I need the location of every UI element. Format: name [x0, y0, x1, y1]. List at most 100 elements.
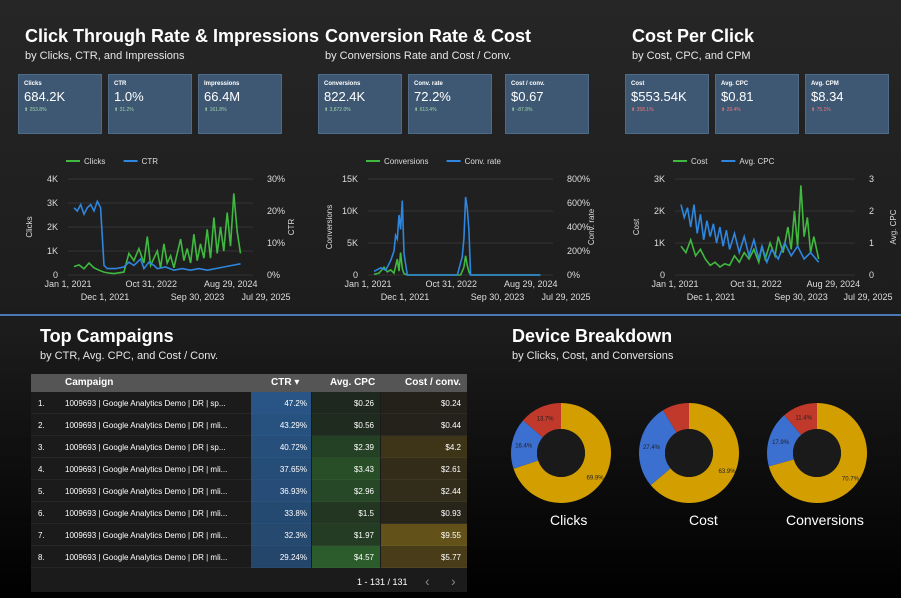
row-number: 1.	[38, 399, 45, 408]
x-tick-label: Jul 29, 2025	[241, 292, 290, 302]
clicks-donut-label: Clicks	[550, 512, 588, 528]
donut-slice-blue	[511, 420, 543, 469]
row-number: 2.	[38, 421, 45, 430]
ctr-value: 29.24%	[279, 553, 307, 562]
ctr-value: 33.8%	[284, 509, 307, 518]
cell-heat-background	[312, 414, 380, 436]
table-row[interactable]: 4. 1009693 | Google Analytics Demo | DR |…	[31, 458, 467, 480]
kpi-delta: ⬆ 31.2%	[114, 107, 134, 113]
left-tick-label: 1K	[47, 246, 58, 256]
x-tick-label: Jan 1, 2021	[651, 279, 698, 289]
x-tick-label: Jan 1, 2021	[44, 279, 91, 289]
donut-hole	[665, 429, 713, 477]
right-tick-label: 0%	[567, 270, 580, 280]
kpi-card[interactable]: Cost / conv. $0.67 ⬆ -87.8%	[505, 74, 589, 134]
table-row[interactable]: 1. 1009693 | Google Analytics Demo | DR |…	[31, 392, 467, 414]
table-row[interactable]: 2. 1009693 | Google Analytics Demo | DR |…	[31, 414, 467, 436]
kpi-card[interactable]: CTR 1.0% ⬆ 31.2%	[108, 74, 192, 134]
table-row[interactable]: 6. 1009693 | Google Analytics Demo | DR |…	[31, 502, 467, 524]
kpi-label: Avg. CPC	[721, 81, 749, 87]
pager-text: 1 - 131 / 131	[357, 577, 408, 587]
cell-heat-background	[312, 392, 380, 414]
x-tick-label: Dec 1, 2021	[381, 292, 430, 302]
donut-slice-red	[784, 403, 817, 435]
left-tick-label: 3K	[47, 198, 58, 208]
left-tick-label: 10K	[342, 206, 358, 216]
kpi-card[interactable]: Conv. rate 72.2% ⬆ 613.4%	[408, 74, 492, 134]
donut-hole	[793, 429, 841, 477]
right-tick-label: 0	[869, 270, 874, 280]
right-tick-label: 0%	[267, 270, 280, 280]
cpc-value: $2.39	[353, 443, 374, 452]
cpc-column-header[interactable]: Avg. CPC	[330, 377, 376, 388]
row-number: 7.	[38, 531, 45, 540]
cost-value: $2.61	[440, 465, 461, 474]
kpi-card[interactable]: Avg. CPM $8.34 ⬆ 75.1%	[805, 74, 889, 134]
cost-value: $9.55	[440, 531, 461, 540]
kpi-card[interactable]: Avg. CPC $0.81 ⬆ 29.4%	[715, 74, 799, 134]
cpc-line-chart[interactable]: Cost Avg. CPC 0 1K 2K 3K 0 1 2 3 Cost Avg. CPC Jan 1…	[625, 152, 900, 307]
kpi-value: 684.2K	[24, 89, 66, 104]
ctr-section-subtitle: by Clicks, CTR, and Impressions	[25, 50, 185, 62]
cell-heat-background	[381, 414, 467, 436]
device-subtitle: by Clicks, Cost, and Conversions	[512, 350, 674, 362]
device-title: Device Breakdown	[512, 326, 673, 346]
campaign-name: 1009693 | Google Analytics Demo | DR | m…	[65, 531, 228, 540]
kpi-label: CTR	[114, 81, 127, 87]
table-row[interactable]: 5. 1009693 | Google Analytics Demo | DR |…	[31, 480, 467, 502]
kpi-delta: ⬆ 613.4%	[414, 107, 437, 113]
table-row[interactable]: 8. 1009693 | Google Analytics Demo | DR |…	[31, 546, 467, 568]
ctr-line-chart[interactable]: Clicks CTR 0 1K 2K 3K 4K 0% 10% 20% 30% Clicks CTR Ja…	[18, 152, 298, 307]
campaign-column-header[interactable]: Campaign	[65, 377, 114, 388]
legend-label: Conversions	[384, 157, 428, 166]
campaigns-title: Top Campaigns	[40, 326, 174, 346]
kpi-delta: ⬆ 3,872.0%	[324, 107, 351, 113]
kpi-card[interactable]: Conversions 822.4K ⬆ 3,872.0%	[318, 74, 402, 134]
right-tick-label: 2	[869, 206, 874, 216]
cpc-value: $1.5	[358, 509, 374, 518]
left-tick-label: 1K	[654, 238, 665, 248]
kpi-card[interactable]: Cost $553.54K ⬆ 358.1%	[625, 74, 709, 134]
x-tick-label: Oct 31, 2022	[425, 279, 477, 289]
cpc-value: $0.26	[353, 399, 374, 408]
cell-heat-background	[381, 458, 467, 480]
table-row[interactable]: 3. 1009693 | Google Analytics Demo | DR |…	[31, 436, 467, 458]
kpi-delta: ⬆ 161.8%	[204, 107, 227, 113]
cell-heat-background	[312, 436, 380, 458]
cell-heat-background	[251, 414, 311, 436]
conversions-donut-chart[interactable]: 70.7% 17.9% 11.4%	[764, 400, 870, 506]
section-divider	[0, 314, 901, 316]
table-row[interactable]: 7. 1009693 | Google Analytics Demo | DR |…	[31, 524, 467, 546]
conversions-donut-label: Conversions	[786, 512, 864, 528]
kpi-card[interactable]: Clicks 684.2K ⬆ 253.8%	[18, 74, 102, 134]
kpi-card[interactable]: Impressions 66.4M ⬆ 161.8%	[198, 74, 282, 134]
right-tick-label: 400%	[567, 222, 590, 232]
pager-prev-button[interactable]: ‹	[425, 573, 430, 589]
conv-section-subtitle: by Conversions Rate and Cost / Conv.	[325, 50, 512, 62]
right-tick-label: 600%	[567, 198, 590, 208]
donut-slice-red	[663, 403, 689, 433]
cost-column-header[interactable]: Cost / conv.	[405, 377, 461, 388]
legend-label: Avg. CPC	[739, 157, 774, 166]
cell-heat-background	[312, 546, 380, 568]
ctr-value: 47.2%	[284, 399, 307, 408]
ctr-section-title: Click Through Rate & Impressions	[25, 26, 320, 46]
clicks-donut-chart[interactable]: 69.9% 16.4% 13.7%	[508, 400, 614, 506]
donut-slice-other	[650, 403, 739, 503]
cost-value: $5.77	[440, 553, 461, 562]
left-tick-label: 3K	[654, 174, 665, 184]
cost-value: $0.24	[440, 399, 461, 408]
cost-donut-chart[interactable]: 63.9% 27.4%	[636, 400, 742, 506]
cell-heat-background	[381, 546, 467, 568]
right-axis-label: Avg. CPC	[889, 209, 898, 244]
conv-line-chart[interactable]: Conversions Conv. rate 0 5K 10K 15K 0% 200% 400%…	[318, 152, 598, 307]
cell-heat-background	[312, 502, 380, 524]
cell-heat-background	[251, 546, 311, 568]
ctr-column-header[interactable]: CTR ▾	[271, 377, 300, 388]
right-tick-label: 1	[869, 238, 874, 248]
cpc-section-subtitle: by Cost, CPC, and CPM	[632, 50, 751, 62]
pager-next-button[interactable]: ›	[451, 573, 456, 589]
x-tick-label: Sep 30, 2023	[171, 292, 225, 302]
cpc-value: $3.43	[353, 465, 374, 474]
right-tick-label: 20%	[267, 206, 285, 216]
